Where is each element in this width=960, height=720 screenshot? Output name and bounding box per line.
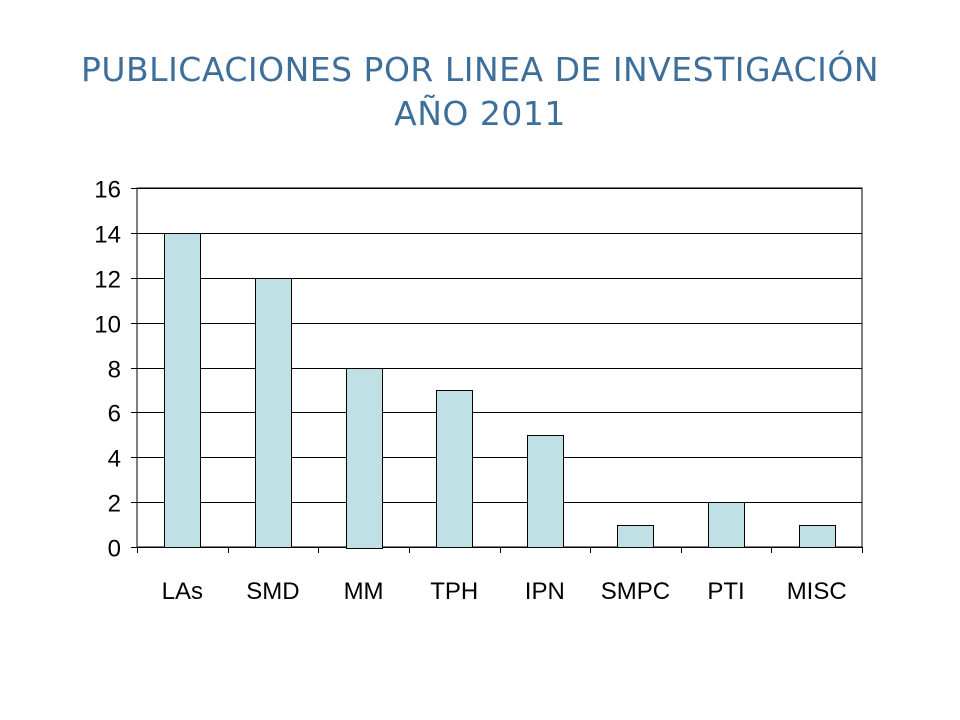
bar-pti <box>708 502 745 548</box>
bar-las <box>164 233 201 548</box>
bar-smpc <box>617 525 654 548</box>
x-category-label: PTI <box>707 578 744 605</box>
y-tick-label: 6 <box>108 401 121 428</box>
bar-smd <box>255 278 292 548</box>
x-category-label: MM <box>344 578 384 605</box>
bar-mm <box>346 368 383 549</box>
x-category-label: IPN <box>525 578 565 605</box>
y-tick-label: 14 <box>94 222 121 249</box>
bar-ipn <box>527 435 564 548</box>
x-category-label: LAs <box>162 578 203 605</box>
bar-tph <box>436 390 473 548</box>
y-tick-label: 12 <box>94 267 121 294</box>
y-tick-label: 4 <box>108 446 121 473</box>
y-tick-label: 2 <box>108 491 121 518</box>
y-tick-label: 8 <box>108 357 121 384</box>
plot-area-frame <box>136 187 863 548</box>
x-category-label: SMPC <box>601 578 670 605</box>
y-tick-label: 0 <box>108 536 121 563</box>
y-tick-label: 16 <box>94 177 121 204</box>
bar-misc <box>799 525 836 548</box>
x-category-label: SMD <box>246 578 299 605</box>
x-category-label: TPH <box>430 578 478 605</box>
x-category-label: MISC <box>787 578 847 605</box>
chart-title-line2: AÑO 2011 <box>394 94 566 133</box>
y-tick-label: 10 <box>94 312 121 339</box>
chart-title: PUBLICACIONES POR LINEA DE INVESTIGACIÓN… <box>0 48 960 136</box>
chart-title-line1: PUBLICACIONES POR LINEA DE INVESTIGACIÓN <box>80 50 879 89</box>
